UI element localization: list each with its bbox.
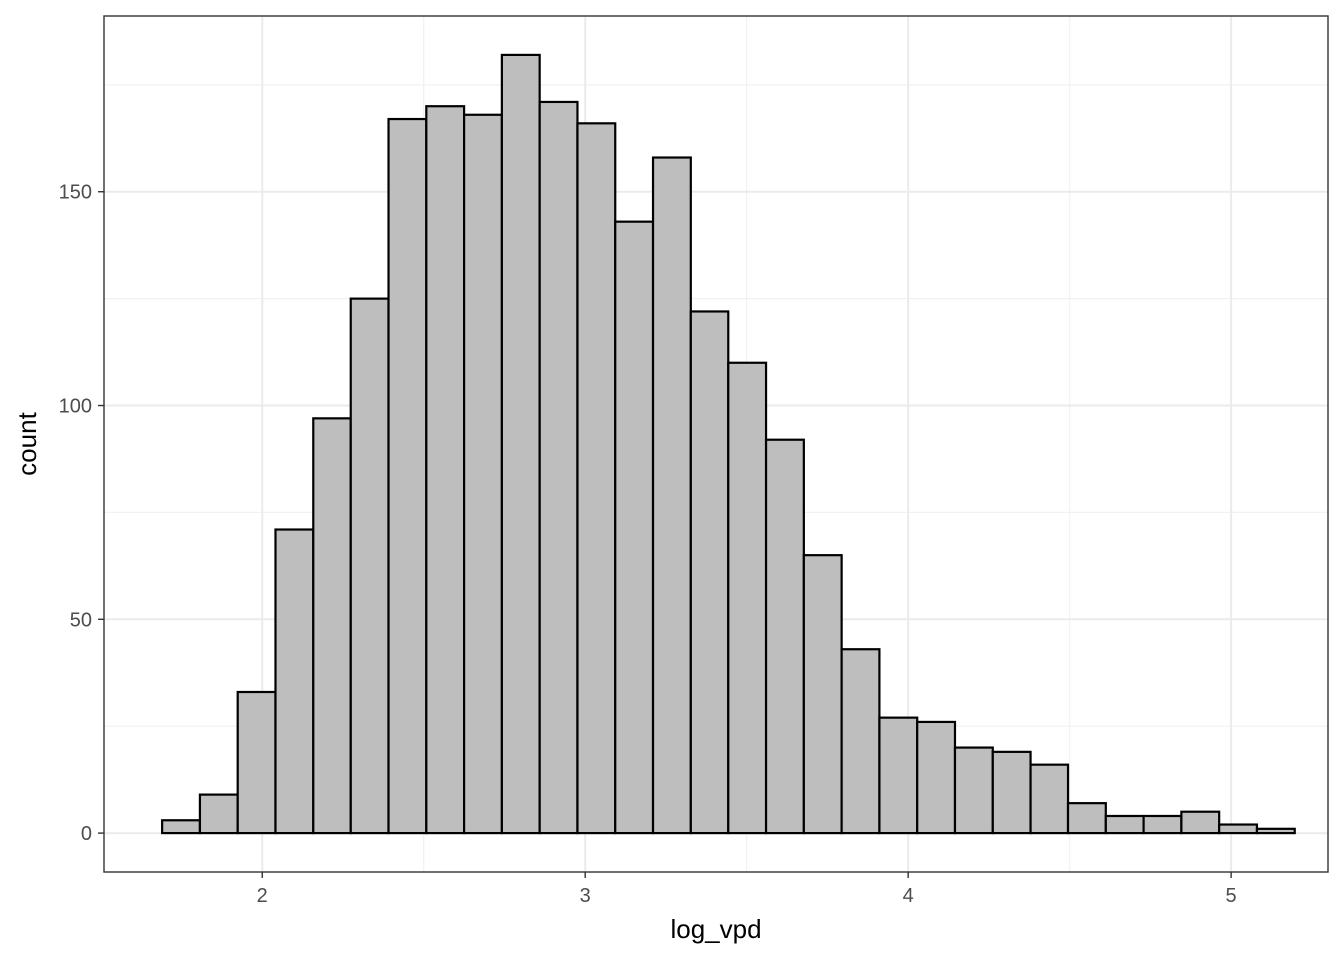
histogram-bar bbox=[1180, 810, 1221, 835]
histogram-bar bbox=[764, 438, 805, 835]
histogram-bar bbox=[500, 53, 541, 835]
histogram-bar bbox=[689, 310, 730, 835]
x-axis-title: log_vpd bbox=[670, 914, 761, 944]
histogram-bar bbox=[802, 554, 843, 835]
histogram-bar bbox=[161, 819, 202, 835]
histogram-bar bbox=[878, 716, 919, 835]
histogram-bar bbox=[274, 528, 315, 835]
plot-panel-border bbox=[103, 15, 1329, 873]
histogram-bar bbox=[236, 690, 277, 835]
x-tick-label: 2 bbox=[257, 885, 268, 907]
histogram-bar bbox=[651, 156, 692, 835]
histogram-bar bbox=[425, 105, 466, 835]
histogram-bar bbox=[1104, 814, 1145, 835]
histogram-bar bbox=[991, 750, 1032, 835]
y-tick-label: 100 bbox=[59, 396, 92, 418]
histogram-bar bbox=[312, 417, 352, 835]
histogram-bar bbox=[1218, 823, 1259, 835]
histogram-bar bbox=[198, 793, 239, 835]
histogram-bar bbox=[1142, 814, 1183, 835]
histogram-bar bbox=[462, 113, 503, 835]
y-tick-label: 50 bbox=[70, 609, 92, 631]
histogram-bar bbox=[953, 746, 994, 835]
histogram-bar bbox=[1066, 802, 1107, 835]
histogram-bar bbox=[349, 297, 390, 835]
histogram-bar bbox=[538, 100, 579, 835]
histogram-bar bbox=[576, 122, 617, 835]
histogram-bar bbox=[727, 361, 768, 835]
histogram-bar bbox=[614, 220, 655, 835]
y-tick-label: 0 bbox=[81, 823, 92, 845]
histogram-bars bbox=[161, 53, 1296, 835]
histogram-bar bbox=[916, 720, 957, 835]
y-axis-title: count bbox=[12, 411, 42, 475]
histogram-bar bbox=[840, 648, 881, 835]
histogram-bar bbox=[1029, 763, 1070, 835]
x-tick-label: 4 bbox=[903, 885, 914, 907]
histogram-bar bbox=[1255, 827, 1296, 835]
x-tick-label: 5 bbox=[1226, 885, 1237, 907]
x-tick-label: 3 bbox=[580, 885, 591, 907]
y-tick-label: 150 bbox=[59, 182, 92, 204]
histogram-bar bbox=[387, 117, 428, 835]
